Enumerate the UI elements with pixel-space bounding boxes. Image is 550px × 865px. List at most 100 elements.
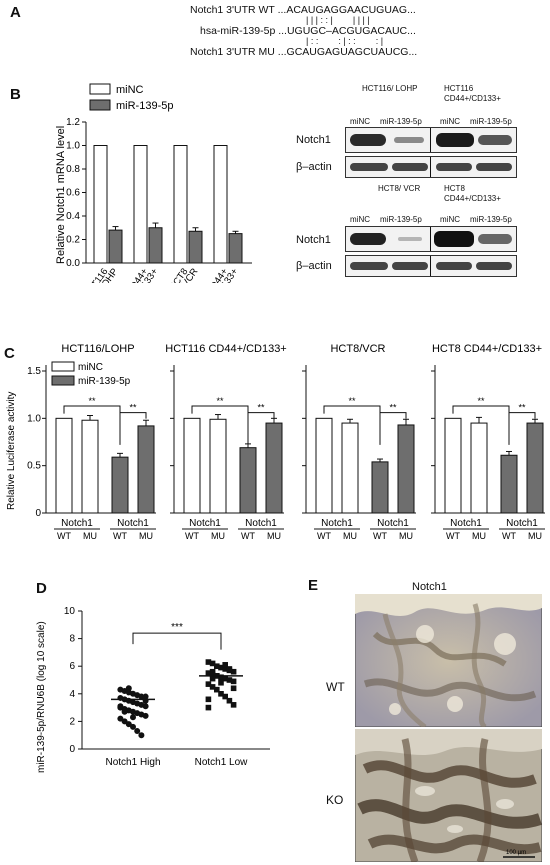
y-tick-label: 1.5 [27, 366, 41, 377]
x-tick-label: MU [139, 531, 153, 540]
data-point [218, 691, 224, 697]
x-tick-label: MU [528, 531, 542, 540]
blot-bottom-notch1 [345, 226, 517, 252]
bar [239, 447, 257, 514]
data-point [222, 666, 228, 672]
x-tick-label: MU [399, 531, 413, 540]
y-tick-label: 1.0 [66, 141, 80, 152]
panel-b-chart: miNC miR-139-5p 0.0 0.2 0.4 0.6 0.8 1.0 1.2 Re… [55, 83, 252, 283]
bar [371, 461, 389, 514]
x-group-label: Notch1 [117, 518, 149, 529]
pairing-bottom: | : : : | : : : | [306, 36, 384, 46]
panel-d-letter: D [36, 580, 47, 597]
x-tick-label: WT [241, 531, 255, 540]
blot-top-lane-1: miNC [350, 117, 370, 126]
data-point [209, 668, 216, 675]
data-point [226, 677, 233, 683]
data-point [142, 703, 149, 710]
band [392, 163, 428, 171]
bar [315, 417, 333, 514]
y-tick-label: 1.0 [27, 413, 41, 424]
blot-bottom-row-notch1: Notch1 [296, 234, 331, 246]
data-point [205, 670, 212, 676]
bar [228, 233, 243, 264]
significance-bracket [452, 405, 510, 445]
bar [111, 456, 129, 514]
band [398, 237, 422, 241]
legend-mir-swatch [51, 375, 75, 386]
significance-label: ** [88, 396, 96, 406]
ihc-title: Notch1 [412, 581, 447, 593]
significance-bracket [132, 632, 222, 650]
x-group-label: Notch1 [377, 518, 409, 529]
luciferase-group: HCT8 CD44+/CD133+ ** ** Notch1 Notch1 WT MU WT M… [431, 343, 545, 540]
x-group-label: Notch1 [506, 518, 538, 529]
blot-top-lane-4: miR-139-5p [470, 117, 512, 126]
blot-top-lane-2: miR-139-5p [380, 117, 422, 126]
y-tick-label: 0.5 [27, 461, 41, 472]
luciferase-group: HCT116/LOHP ** ** Notch1 Notch1 WT MU WT MU [42, 343, 156, 540]
data-point [218, 679, 224, 686]
bar [209, 418, 227, 514]
y-tick-label: 0.8 [66, 164, 80, 175]
sequence-mu: Notch1 3'UTR MU ...GCAUGAGUAGCUAUCG... [190, 46, 418, 58]
panel-b-letter: B [10, 86, 21, 103]
blot-top-row-actin: β–actin [296, 161, 332, 173]
x-tick-labels: Notch1 High Notch1 Low [105, 757, 248, 768]
blot-bottom-lane-1: miNC [350, 215, 370, 224]
x-tick-label: WT [113, 531, 127, 540]
lane-divider [430, 227, 431, 251]
lane-divider [430, 157, 431, 177]
sequence-mir: hsa-miR-139-5p ...UGUGC–ACGUGACAUC... [200, 25, 416, 37]
significance-label: ** [348, 396, 356, 406]
y-axis-label: Relative Notch1 mRNA level [55, 126, 67, 264]
data-point [138, 732, 145, 739]
lane-divider [430, 256, 431, 276]
group-title: HCT8/VCR [330, 343, 385, 355]
band [436, 262, 472, 270]
lane-divider [430, 128, 431, 152]
blot-bottom-lane-4: miR-139-5p [470, 215, 512, 224]
data-point [209, 660, 216, 667]
blot-bottom-header-1: HCT8/ VCR [378, 184, 421, 193]
bar-group [93, 145, 243, 264]
significance-bracket [247, 412, 275, 419]
legend-mir-label: miR-139-5p [78, 376, 131, 387]
band [436, 163, 472, 171]
y-tick-label: 0.0 [66, 258, 80, 269]
x-group-label: Notch1 [245, 518, 277, 529]
data-point [222, 662, 228, 668]
blot-top-actin [345, 156, 517, 178]
bar [81, 419, 99, 514]
band [478, 234, 512, 244]
bar [470, 422, 488, 514]
data-point [230, 678, 237, 685]
significance-bracket [119, 412, 147, 419]
data-point [230, 668, 237, 675]
x-tick-label: MU [83, 531, 97, 540]
sequence-wt: Notch1 3'UTR WT ...ACAUGAGGAACUGUAG... [190, 4, 416, 16]
luciferase-group: HCT8/VCR ** ** Notch1 Notch1 WT MU WT MU [302, 343, 416, 540]
data-point [214, 663, 220, 669]
scale-bar-label: 100 µm [506, 850, 526, 856]
band [436, 133, 474, 147]
significance-label: ** [518, 403, 526, 413]
group-title: HCT8 CD44+/CD133+ [432, 343, 542, 355]
data-point [130, 723, 136, 730]
bar [108, 229, 123, 264]
band [476, 262, 512, 270]
y-axis-label: Relative Luciferase activity [6, 392, 17, 510]
panel-c-chart: Relative Luciferase activity miNC miR-13… [6, 343, 545, 540]
band [350, 233, 386, 245]
data-point [222, 675, 228, 682]
x-tick-label: MU [211, 531, 225, 540]
y-tick-label: 8 [69, 634, 75, 645]
data-point [134, 728, 141, 735]
legend-mir-swatch [89, 99, 111, 111]
significance-bracket [63, 405, 121, 445]
data-point [218, 674, 224, 681]
panel-e-letter: E [308, 577, 319, 594]
significance-bracket [323, 405, 381, 445]
panel-a-letter: A [10, 4, 21, 21]
group-title: HCT116/LOHP [61, 343, 134, 355]
